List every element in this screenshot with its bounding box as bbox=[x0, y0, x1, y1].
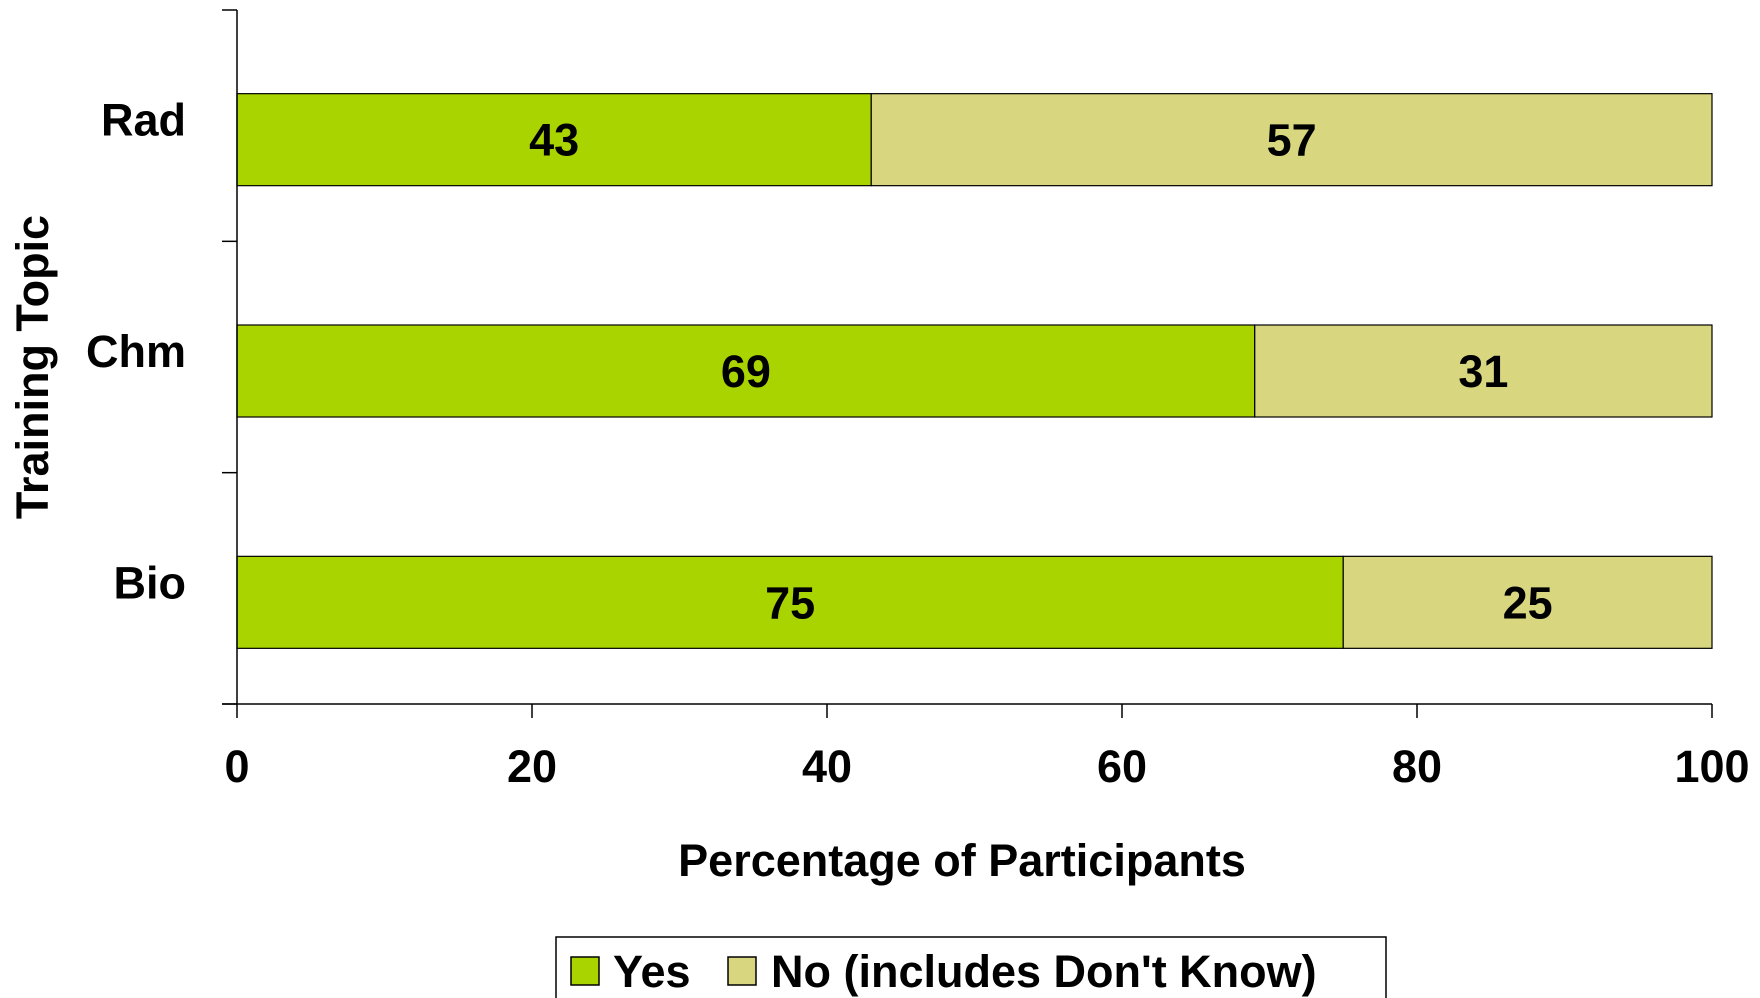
x-tick-label-80: 80 bbox=[1392, 741, 1442, 792]
bar-segment-rad-yes bbox=[236, 93, 872, 187]
legend-box bbox=[555, 936, 1387, 998]
legend-swatch-no bbox=[727, 956, 757, 986]
x-tick-label-0: 0 bbox=[224, 741, 249, 792]
legend-label-no: No (includes Don't Know) bbox=[771, 946, 1317, 997]
data-label-rad-no: 57 bbox=[1267, 115, 1317, 166]
data-label-chm-yes: 69 bbox=[721, 346, 771, 397]
x-tick-label-40: 40 bbox=[802, 741, 852, 792]
legend-label-yes: Yes bbox=[613, 946, 691, 997]
x-tick-label-20: 20 bbox=[507, 741, 557, 792]
y-tick-label-bio: Bio bbox=[114, 557, 187, 608]
data-label-chm-no: 31 bbox=[1458, 346, 1508, 397]
axes-layer bbox=[222, 10, 1712, 705]
x-tick-label-60: 60 bbox=[1097, 741, 1147, 792]
legend: Yes No (includes Don't Know) bbox=[555, 936, 1387, 998]
bars-layer: 43 57 69 31 75 25 bbox=[236, 93, 1713, 649]
data-label-rad-yes: 43 bbox=[529, 115, 579, 166]
y-tick-label-rad: Rad bbox=[101, 95, 186, 146]
bar-segment-chm-no bbox=[1254, 324, 1713, 418]
y-ticks-layer: Rad Chm Bio bbox=[86, 9, 237, 705]
bar-segment-bio-yes bbox=[236, 555, 1344, 649]
y-tick-label-chm: Chm bbox=[86, 326, 186, 377]
x-axis-title: Percentage of Participants bbox=[678, 835, 1246, 886]
data-label-bio-no: 25 bbox=[1503, 577, 1553, 628]
bar-segment-bio-no bbox=[1342, 555, 1713, 649]
bar-segment-rad-no bbox=[870, 93, 1713, 187]
y-axis-title: Training Topic bbox=[7, 215, 58, 519]
x-ticks-layer: 0 20 40 60 80 100 bbox=[224, 704, 1750, 792]
legend-swatch-yes bbox=[570, 956, 600, 986]
bar-segment-chm-yes bbox=[236, 324, 1256, 418]
data-label-bio-yes: 75 bbox=[765, 577, 815, 628]
x-tick-label-100: 100 bbox=[1674, 741, 1749, 792]
